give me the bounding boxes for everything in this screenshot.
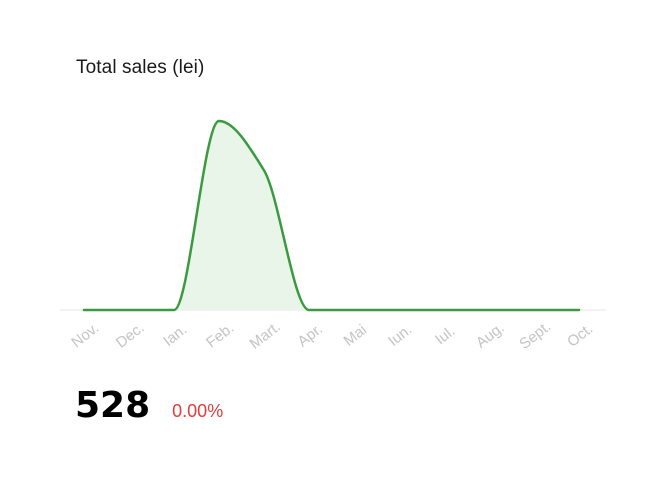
x-tick-label: Feb. (203, 320, 237, 352)
x-tick-label: Iun. (385, 321, 415, 350)
x-tick-label: Oct. (564, 320, 596, 350)
x-tick-label: Nov. (68, 320, 102, 352)
x-axis-ticks: Nov. Dec. Ian. Feb. Mart. Apr. Mai Iun. Iul. Aug.… (68, 318, 596, 353)
sales-line (82, 119, 581, 312)
x-tick-label: Mai (340, 321, 370, 349)
change-percent: 0.00% (172, 401, 224, 421)
x-tick-label: Mart. (247, 318, 284, 352)
x-tick-label: Dec. (113, 319, 148, 351)
x-tick-label: Ian. (160, 321, 190, 350)
x-tick-label: Apr. (294, 321, 325, 351)
summary-stats: 528 0.00% (75, 388, 223, 424)
x-tick-label: Aug. (473, 319, 508, 351)
chart-title: Total sales (lei) (76, 57, 205, 78)
total-sales-value: 528 (75, 385, 151, 426)
x-tick-label: Iul. (432, 323, 458, 349)
sales-area-fill (84, 121, 579, 310)
x-tick-label: Sept. (516, 318, 554, 353)
